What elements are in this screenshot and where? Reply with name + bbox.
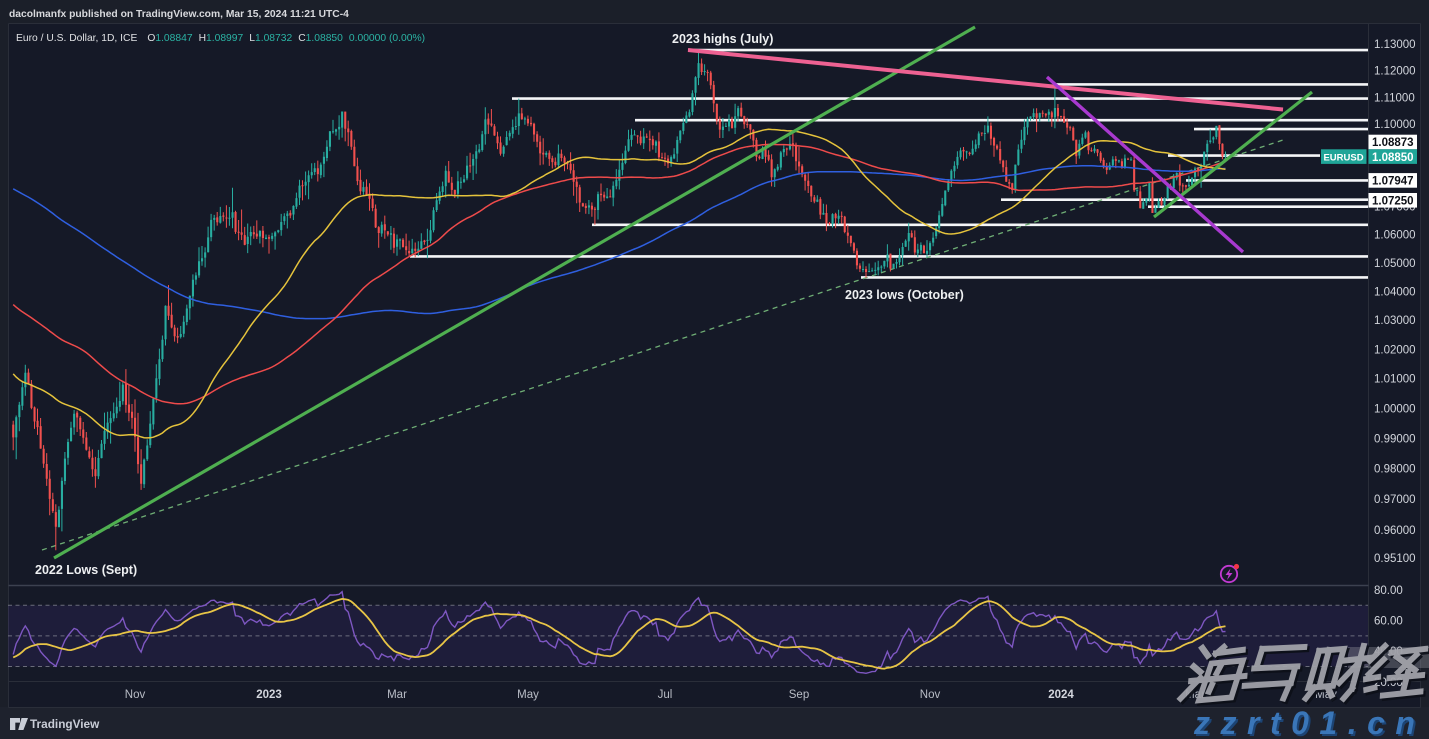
svg-text:1.07250: 1.07250 (1372, 196, 1414, 208)
svg-text:zzrt01.cn: zzrt01.cn (1195, 707, 1427, 739)
svg-text:2024: 2024 (1048, 689, 1074, 701)
svg-text:dacolmanfx published on Tradin: dacolmanfx published on TradingView.com,… (9, 9, 349, 20)
svg-text:May: May (517, 689, 539, 701)
svg-text:1.01000: 1.01000 (1374, 374, 1416, 386)
svg-text:1.02000: 1.02000 (1374, 344, 1416, 356)
svg-text:1.08873: 1.08873 (1372, 137, 1414, 149)
svg-text:1.12000: 1.12000 (1374, 66, 1416, 78)
svg-text:1.11000: 1.11000 (1374, 92, 1415, 104)
svg-text:Nov: Nov (920, 689, 941, 701)
svg-text:1.00000: 1.00000 (1374, 403, 1416, 415)
svg-text:0.99000: 0.99000 (1374, 433, 1416, 445)
svg-text:2023 highs (July): 2023 highs (July) (672, 32, 773, 46)
svg-text:80.00: 80.00 (1374, 585, 1403, 597)
svg-text:zzrt01.cn: zzrt01.cn (1193, 705, 1425, 739)
svg-text:2023 lows (October): 2023 lows (October) (845, 288, 964, 302)
svg-text:1.07947: 1.07947 (1372, 176, 1414, 188)
svg-text:1.10000: 1.10000 (1374, 119, 1416, 131)
svg-text:60.00: 60.00 (1374, 616, 1403, 628)
svg-text:1.06000: 1.06000 (1374, 230, 1416, 242)
svg-text:1.04000: 1.04000 (1374, 286, 1416, 298)
svg-text:1.08850: 1.08850 (1372, 152, 1414, 164)
svg-text:Mar: Mar (387, 689, 407, 701)
svg-text:0.95100: 0.95100 (1374, 553, 1416, 565)
svg-text:0.98000: 0.98000 (1374, 464, 1416, 476)
svg-text:1.05000: 1.05000 (1374, 258, 1416, 270)
svg-text:0.97000: 0.97000 (1374, 494, 1416, 506)
svg-text:1.03000: 1.03000 (1374, 315, 1416, 327)
svg-text:TradingView: TradingView (30, 717, 100, 731)
svg-text:Nov: Nov (125, 689, 146, 701)
svg-text:Sep: Sep (789, 689, 809, 701)
svg-text:1.13000: 1.13000 (1374, 39, 1416, 51)
svg-text:Jul: Jul (658, 689, 673, 701)
svg-text:2022 Lows (Sept): 2022 Lows (Sept) (35, 563, 137, 577)
svg-text:EURUSD: EURUSD (1323, 153, 1363, 164)
svg-text:2023: 2023 (256, 689, 282, 701)
svg-text:0.96000: 0.96000 (1374, 525, 1416, 537)
